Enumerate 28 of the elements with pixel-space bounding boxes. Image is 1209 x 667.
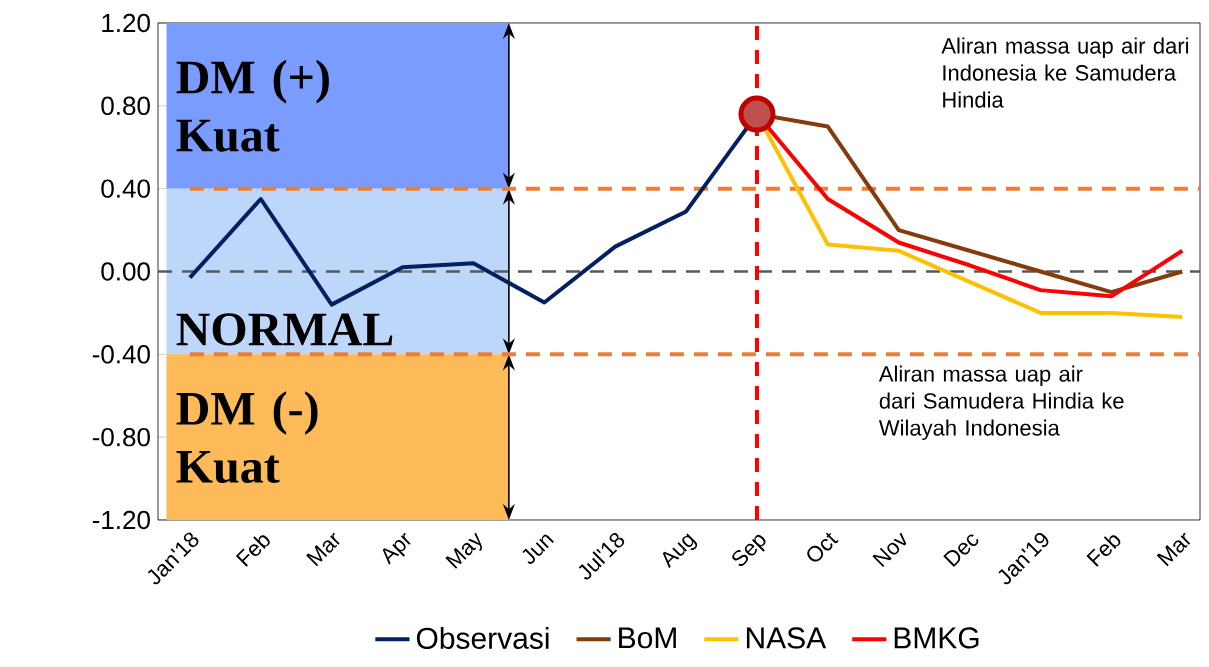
band-label: DM (-) Kuat xyxy=(176,391,318,484)
x-tick-label: Dec xyxy=(943,534,979,568)
x-tick-label: Sep xyxy=(732,534,766,566)
y-tick-label: 0.80 xyxy=(101,96,150,116)
y-tick-label: 1.20 xyxy=(102,13,150,33)
x-tick-label: Aug xyxy=(662,533,698,569)
x-tick-label: Nov xyxy=(872,532,907,568)
annotation: Aliran massa uap air dari Samudera Hindia ke Wilayah Indonesia xyxy=(878,365,1124,441)
legend-label: Observasi xyxy=(416,626,549,649)
legend-label: BMKG xyxy=(894,627,979,649)
band-label: DM (+) Kuat xyxy=(176,59,329,152)
x-tick-label: Mar xyxy=(306,532,340,567)
legend-label: BoM xyxy=(619,627,676,649)
x-tick-label: May xyxy=(445,532,483,569)
x-tick-label: Oct xyxy=(807,532,839,562)
x-tick-label: Apr xyxy=(382,532,411,565)
y-tick-label: 0.40 xyxy=(101,179,150,198)
x-tick-label: Mar xyxy=(1156,532,1191,567)
x-tick-label: Feb xyxy=(1086,535,1121,567)
y-tick-label: -1.20 xyxy=(92,510,150,530)
y-tick-label: -0.40 xyxy=(92,345,150,364)
legend-label: NASA xyxy=(746,627,827,649)
x-tick-label: Jun xyxy=(522,534,554,564)
x-tick-label: Feb xyxy=(235,535,270,567)
band-label: NORMAL xyxy=(176,313,393,346)
y-tick-label: 0.00 xyxy=(101,262,150,281)
y-tick-label: -0.80 xyxy=(92,427,150,447)
annotation: Aliran massa uap air dari Indonesia ke Samudera Hindia xyxy=(941,37,1189,108)
